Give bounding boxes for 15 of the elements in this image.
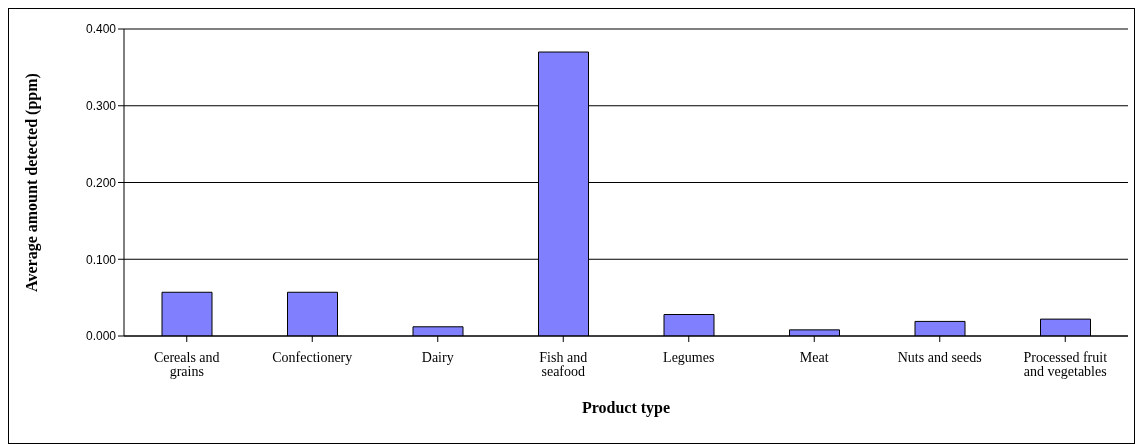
x-tick-label: Cereals and grains	[153, 349, 220, 379]
y-tick-label: 0.300	[85, 99, 117, 114]
x-tick-label: Meat	[799, 349, 829, 365]
y-axis-title: Average amount detected (ppm)	[22, 73, 41, 292]
x-tick-label: Fish and seafood	[539, 349, 588, 379]
x-tick-label: Confectionery	[272, 349, 353, 365]
y-tick-label: 0.100	[85, 252, 117, 267]
x-tick-label: Dairy	[421, 349, 454, 365]
y-tick-label: 0.000	[85, 329, 117, 344]
x-tick-label: Nuts and seeds	[897, 349, 982, 365]
x-tick-label: Legumes	[663, 349, 715, 365]
x-tick-label: Processed fruit and vegetables	[1023, 349, 1108, 379]
y-tick-label: 0.200	[85, 175, 117, 190]
x-axis-title: Product type	[581, 399, 671, 417]
y-tick-label: 0.400	[85, 22, 117, 37]
